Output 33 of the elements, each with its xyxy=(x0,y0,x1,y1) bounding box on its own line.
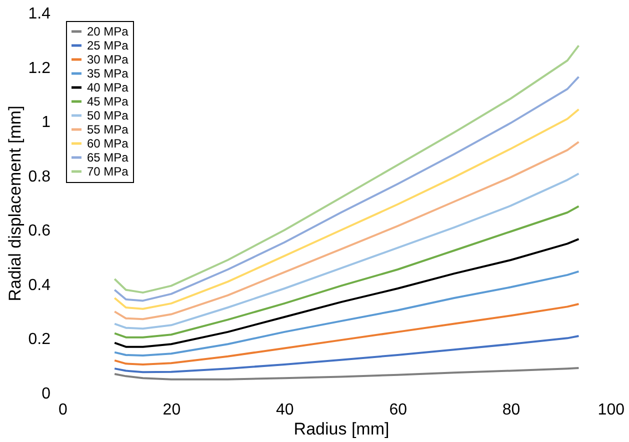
x-axis-title: Radius [mm] xyxy=(294,420,390,438)
line-series xyxy=(114,270,580,357)
legend-label: 55 MPa xyxy=(87,122,129,136)
line-series xyxy=(114,238,580,348)
x-tick-label: 100 xyxy=(598,402,625,418)
x-tick-label: 0 xyxy=(58,402,68,418)
line-series xyxy=(114,205,580,338)
x-tick-label: 40 xyxy=(276,402,294,418)
y-tick-label: 1 xyxy=(42,114,51,132)
y-tick-label: 0.8 xyxy=(28,168,51,186)
y-axis-title: Radial displacement [mm] xyxy=(5,106,24,302)
line-series xyxy=(114,367,580,380)
x-tick-label: 20 xyxy=(162,402,181,418)
x-tick-label: 60 xyxy=(389,402,408,418)
y-tick-label: 1.4 xyxy=(28,6,51,22)
legend-label: 70 MPa xyxy=(87,164,129,178)
line-series xyxy=(114,302,580,366)
legend-label: 60 MPa xyxy=(87,136,129,150)
x-tick-label: 80 xyxy=(502,402,520,418)
y-tick-label: 1.2 xyxy=(28,60,51,77)
legend-label: 30 MPa xyxy=(87,52,129,66)
legend-label: 45 MPa xyxy=(87,94,129,108)
line-series xyxy=(114,335,580,374)
legend-label: 35 MPa xyxy=(87,66,129,80)
y-tick-label: 0.2 xyxy=(28,331,51,348)
y-tick-label: 0 xyxy=(42,386,51,402)
legend-label: 40 MPa xyxy=(87,80,129,94)
legend-label: 20 MPa xyxy=(87,24,129,38)
y-tick-label: 0.6 xyxy=(28,222,51,240)
legend-label: 50 MPa xyxy=(87,108,129,122)
legend-label: 65 MPa xyxy=(87,150,129,164)
legend-label: 25 MPa xyxy=(87,38,129,52)
y-tick-label: 0.4 xyxy=(28,276,51,294)
